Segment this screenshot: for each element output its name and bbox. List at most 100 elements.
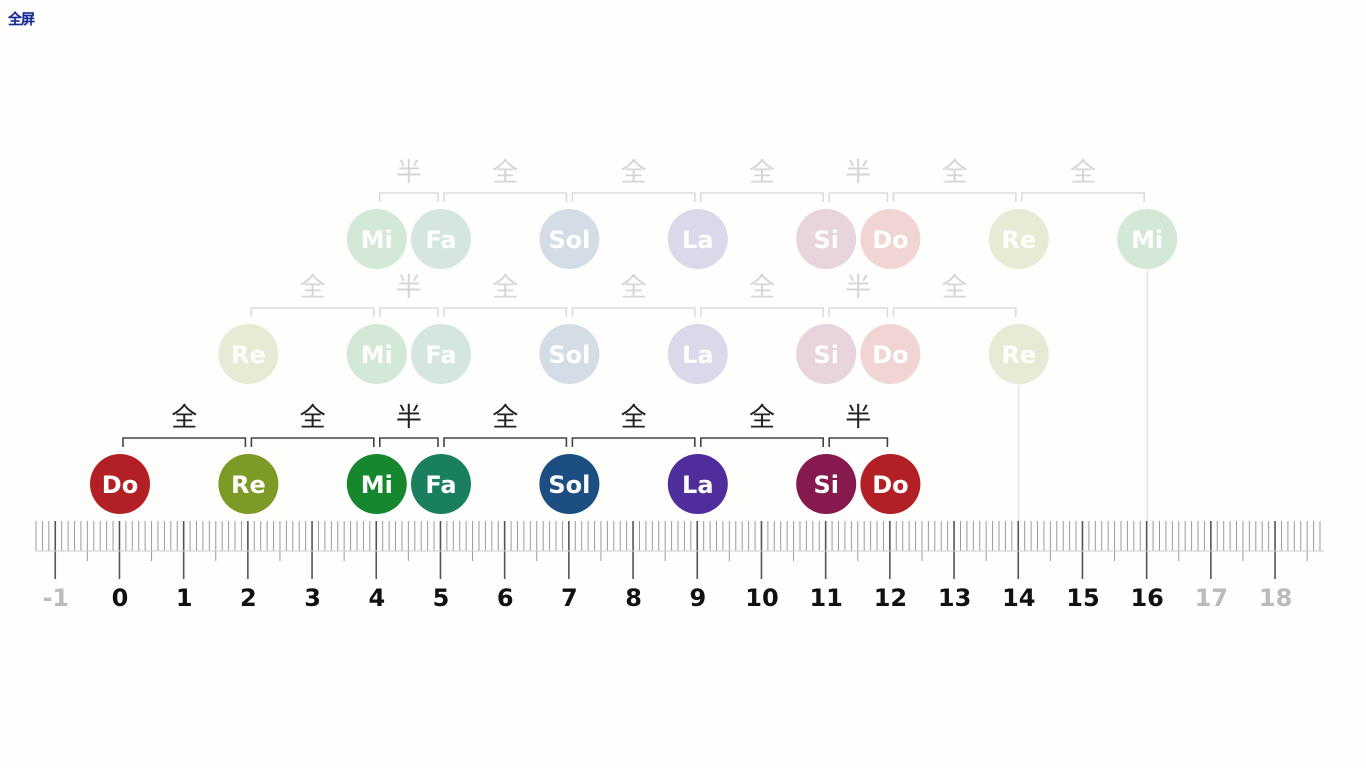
note-sol[interactable]: Sol (539, 324, 600, 384)
step-label: 全 (1070, 158, 1096, 188)
note-circle (346, 209, 407, 269)
note-mi[interactable]: Mi (346, 454, 407, 514)
note-re[interactable]: Re (988, 324, 1049, 384)
step-label: 全 (621, 158, 647, 188)
note-label: Do (872, 226, 908, 254)
note-fa[interactable]: Fa (411, 209, 471, 269)
note-re[interactable]: Re (218, 324, 279, 384)
step-label: 全 (492, 273, 518, 303)
note-circle (90, 454, 150, 514)
note-si[interactable]: Si (796, 324, 857, 384)
ruler-number: 10 (745, 584, 778, 612)
step-bracket (1021, 192, 1145, 202)
ruler-number: 8 (625, 584, 642, 612)
note-fa[interactable]: Fa (411, 454, 471, 514)
note-label: Si (813, 226, 839, 254)
ruler: -1 0 1 2 3 4 5 6 7 8 9 10 11 12 13 14 15 16 17 18 (35, 270, 1324, 612)
step-bracket (828, 307, 889, 317)
note-circle (218, 324, 279, 384)
note-label: Re (1001, 341, 1036, 369)
note-circle (796, 454, 857, 514)
note-label: Re (1001, 226, 1036, 254)
note-label: Fa (425, 341, 456, 369)
step-label: 全 (942, 158, 968, 188)
note-circle (346, 324, 407, 384)
note-mi[interactable]: Mi (1117, 209, 1178, 269)
step-bracket (122, 437, 247, 447)
ruler-number: 16 (1130, 584, 1163, 612)
step-label: 全 (621, 273, 647, 303)
note-circle (860, 209, 921, 269)
note-fa[interactable]: Fa (411, 324, 471, 384)
note-label: Sol (548, 471, 590, 499)
step-bracket (828, 437, 889, 447)
note-circle (988, 209, 1049, 269)
note-circle (988, 324, 1049, 384)
ruler-number: 0 (112, 584, 129, 612)
note-label: Re (231, 471, 266, 499)
note-re[interactable]: Re (218, 454, 279, 514)
step-bracket (443, 437, 568, 447)
note-label: Si (813, 341, 839, 369)
step-label: 全 (749, 403, 775, 433)
note-label: Sol (548, 226, 590, 254)
note-label: Mi (1131, 226, 1163, 254)
note-label: Do (872, 341, 908, 369)
note-sol[interactable]: Sol (539, 454, 600, 514)
note-do[interactable]: Do (860, 324, 921, 384)
ruler-number: 1 (176, 584, 193, 612)
note-la[interactable]: La (667, 324, 728, 384)
step-label: 全 (171, 403, 197, 433)
note-mi[interactable]: Mi (346, 324, 407, 384)
note-label: Fa (425, 226, 456, 254)
step-bracket (379, 307, 439, 317)
ruler-number: 14 (1002, 584, 1035, 612)
note-circle (1117, 209, 1178, 269)
note-circle (667, 324, 728, 384)
ruler-number: 13 (938, 584, 971, 612)
note-rows: 半全全全半全全Mi Fa Sol La Si Do Re Mi全半全全全半全Re Mi Fa Sol… (90, 158, 1178, 514)
note-label: La (682, 341, 714, 369)
note-la[interactable]: La (667, 454, 728, 514)
ruler-number: -1 (42, 584, 69, 612)
note-si[interactable]: Si (796, 454, 857, 514)
note-la[interactable]: La (667, 209, 728, 269)
note-circle (796, 324, 857, 384)
ruler-number: 17 (1195, 584, 1228, 612)
step-label: 半 (845, 273, 871, 303)
step-label: 半 (396, 403, 422, 433)
fullscreen-button[interactable]: 全屏 (8, 12, 35, 28)
step-label: 半 (396, 158, 422, 188)
note-si[interactable]: Si (796, 209, 857, 269)
step-label: 全 (300, 403, 326, 433)
step-bracket (892, 307, 1017, 317)
note-label: Sol (548, 341, 590, 369)
step-bracket (443, 192, 568, 202)
step-bracket (571, 307, 696, 317)
note-mi[interactable]: Mi (346, 209, 407, 269)
note-label: Si (813, 471, 839, 499)
note-label: Mi (361, 226, 393, 254)
note-do[interactable]: Do (860, 209, 921, 269)
step-bracket (571, 192, 696, 202)
ruler-number: 18 (1259, 584, 1292, 612)
step-bracket (250, 437, 375, 447)
note-label: Mi (361, 471, 393, 499)
step-bracket (892, 192, 1017, 202)
row-mi: 半 全 全 全 半 全 全 Mi Fa Sol La Si Do Re Mi (346, 158, 1178, 269)
note-circle (218, 454, 279, 514)
note-circle (539, 324, 600, 384)
step-label: 半 (396, 273, 422, 303)
note-label: Do (102, 471, 138, 499)
note-re[interactable]: Re (988, 209, 1049, 269)
ruler-number: 12 (874, 584, 907, 612)
step-label: 全 (492, 158, 518, 188)
ruler-number: 9 (689, 584, 706, 612)
note-do[interactable]: Do (860, 454, 921, 514)
step-bracket (443, 307, 568, 317)
note-do[interactable]: Do (90, 454, 150, 514)
note-label: La (682, 226, 714, 254)
ruler-number: 2 (240, 584, 257, 612)
note-sol[interactable]: Sol (539, 209, 600, 269)
